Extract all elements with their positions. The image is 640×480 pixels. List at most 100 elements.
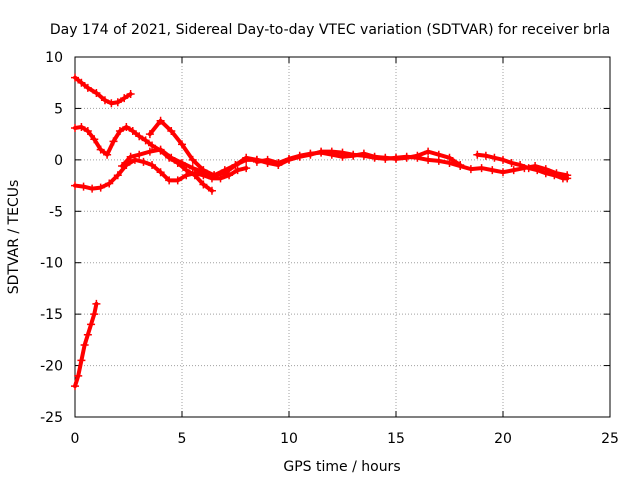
data-point [381, 153, 390, 162]
data-point [233, 166, 242, 175]
data-point [359, 149, 368, 158]
data-point [524, 164, 533, 173]
series-line [147, 118, 570, 178]
series-line [73, 75, 133, 106]
data-point [473, 150, 482, 159]
data-point [126, 90, 135, 99]
y-tick-label: -5 [49, 204, 63, 220]
data-point [327, 150, 336, 159]
y-tick-label: 10 [45, 50, 63, 66]
data-point [499, 168, 507, 177]
x-tick-label: 10 [280, 431, 298, 447]
data-point [74, 371, 83, 380]
y-tick-label: -15 [40, 307, 63, 323]
series-arc-7 [473, 150, 572, 183]
data-point [456, 161, 465, 169]
data-point [490, 153, 499, 162]
data-point [139, 157, 148, 166]
y-tick-label: -20 [40, 359, 63, 375]
data-point [83, 83, 92, 92]
data-point [188, 155, 197, 164]
x-tick-label: 20 [494, 431, 512, 447]
data-point [466, 165, 475, 174]
data-point [242, 164, 251, 173]
data-point [207, 186, 216, 195]
data-point [92, 89, 101, 97]
x-axis-ticks: 0 5 10 15 20 25 [71, 57, 619, 447]
data-point [402, 153, 411, 162]
data-point [145, 147, 154, 156]
data-point [83, 330, 92, 339]
data-point [533, 166, 542, 175]
data-point [167, 153, 176, 162]
data-point [499, 155, 507, 164]
data-point [156, 145, 165, 154]
data-point [199, 166, 208, 175]
data-point [424, 147, 433, 156]
series-arc-8 [71, 299, 101, 391]
data-point [113, 171, 122, 180]
data-point [88, 184, 97, 193]
data-point [90, 135, 99, 144]
data-point [145, 130, 154, 139]
data-point [295, 151, 304, 160]
plot-frame [74, 56, 611, 418]
series-line [73, 124, 214, 193]
data-point [550, 171, 559, 180]
data-point [516, 161, 525, 169]
data-point [100, 96, 109, 105]
data-point [71, 123, 79, 132]
data-point [115, 127, 124, 136]
data-point [122, 122, 131, 131]
data-point [509, 166, 518, 175]
data-point [349, 151, 358, 160]
data-point [481, 151, 490, 160]
data-point [141, 136, 150, 145]
data-point [90, 310, 99, 319]
data-point [96, 183, 105, 192]
data-point [507, 158, 516, 167]
data-point [118, 162, 127, 171]
data-point [107, 99, 116, 108]
data-point [252, 157, 261, 166]
data-point [83, 127, 92, 136]
data-point [338, 152, 347, 161]
series-arc-5 [145, 116, 572, 180]
data-point [188, 164, 197, 173]
data-point [148, 161, 157, 169]
y-axis-ticks: -25 -20 -15 -10 -5 0 5 10 [40, 50, 610, 426]
series-arc-1 [71, 73, 135, 108]
data-point [165, 176, 174, 185]
data-point [87, 320, 96, 329]
data-point [488, 166, 497, 175]
data-point [173, 176, 182, 185]
data-point [370, 152, 379, 161]
data-point [199, 180, 208, 189]
data-point [135, 150, 144, 159]
data-point [167, 127, 176, 136]
data-point [71, 73, 79, 82]
data-point [178, 158, 186, 167]
data-point [445, 153, 454, 162]
data-point [126, 152, 135, 161]
data-point [148, 141, 157, 150]
series-arc-6 [252, 147, 465, 169]
data-point [96, 145, 105, 154]
data-point [434, 150, 443, 159]
x-axis-label: GPS time / hours [283, 459, 400, 475]
data-point [120, 94, 129, 103]
y-tick-label: 0 [54, 153, 63, 169]
data-point [541, 169, 550, 178]
data-point [317, 148, 326, 157]
data-point [92, 299, 101, 308]
y-axis-label: SDTVAR / TECUs [6, 180, 22, 295]
x-tick-label: 0 [71, 431, 80, 447]
data-point [77, 122, 86, 131]
data-point [109, 137, 118, 146]
data-series [71, 73, 572, 391]
data-point [71, 382, 79, 391]
data-point [274, 158, 283, 167]
data-point [128, 127, 137, 136]
y-tick-label: 5 [54, 101, 63, 117]
